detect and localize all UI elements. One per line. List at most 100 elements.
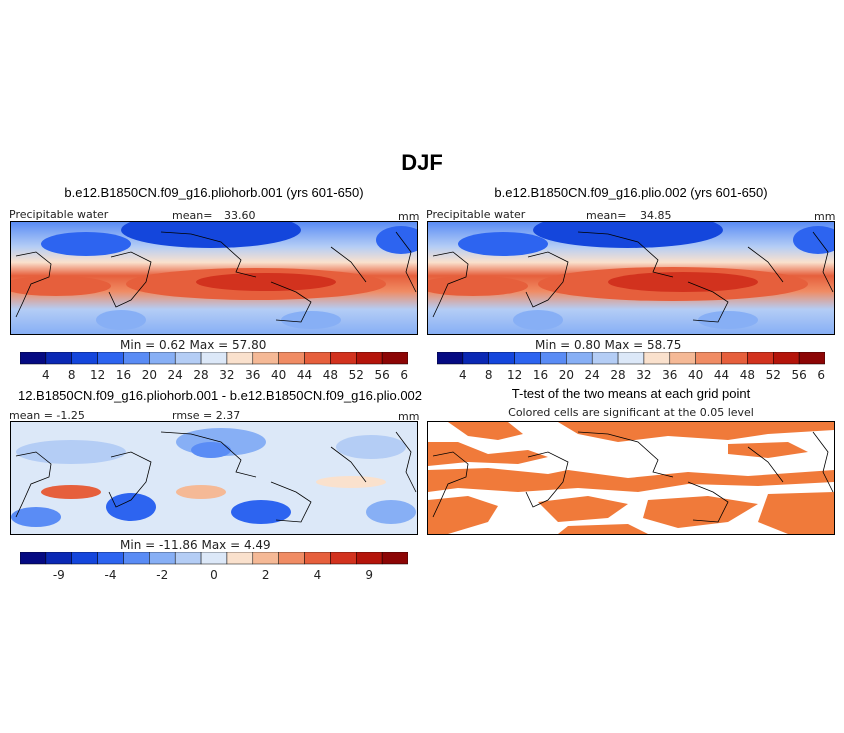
colorbar-tick-labels: 4812162024283236404448525660: [42, 368, 408, 382]
colorbar-swatch: [71, 552, 98, 565]
colorbar-tick-label: -2: [156, 568, 168, 582]
colorbar-tick-label: 2: [262, 568, 270, 582]
sahara-dry: [513, 310, 563, 330]
colorbar-tick-label: 28: [610, 368, 625, 382]
mean-value-top-right: 34.85: [640, 209, 672, 222]
colorbar-swatch: [747, 352, 774, 365]
panel-title-bottom-left: 12.B1850CN.f09_g16.pliohorb.001 - b.e12.…: [17, 388, 423, 403]
colorbar-swatch: [695, 352, 722, 365]
colorbar-tick-label: 56: [791, 368, 806, 382]
colorbar-swatch: [798, 352, 825, 365]
colorbar-swatch: [304, 352, 331, 365]
mean-label-top-left: mean=: [172, 209, 213, 222]
atlantic-itcz: [11, 276, 111, 296]
diff-region: [336, 435, 406, 459]
map-panel-bottom-left: [10, 421, 418, 535]
panel-title-top-left: b.e12.B1850CN.f09_g16.pliohorb.001 (yrs …: [64, 185, 364, 200]
colorbar-swatch: [381, 352, 408, 365]
colorbar-tick-label: 32: [219, 368, 234, 382]
colorbar-tick-label: -4: [105, 568, 117, 582]
colorbar-tick-label: 20: [559, 368, 574, 382]
colorbar-tick-label: 44: [714, 368, 729, 382]
colorbar-swatch: [591, 352, 619, 365]
colorbar-tick-label: 0: [210, 568, 218, 582]
min-max-top-left: Min = 0.62 Max = 57.80: [120, 338, 267, 352]
colorbar-swatch: [252, 552, 279, 565]
colorbar-tick-label: 36: [662, 368, 677, 382]
colorbar-tick-label: 32: [636, 368, 651, 382]
min-max-top-right: Min = 0.80 Max = 58.75: [535, 338, 682, 352]
colorbar-swatch: [381, 552, 408, 565]
colorbar-swatch: [356, 552, 383, 565]
colorbar-tick-label: 20: [142, 368, 157, 382]
colorbar-swatch: [226, 552, 254, 565]
diff-positive-region: [176, 485, 226, 499]
colorbar-swatch: [252, 352, 279, 365]
precipitable-water-map-top-right: [428, 222, 834, 334]
colorbar-swatch: [226, 352, 254, 365]
asia-dry-region: [121, 222, 301, 248]
colorbar-swatch: [773, 352, 800, 365]
colorbar-swatch: [45, 352, 72, 365]
subtitle-bottom-right: Colored cells are significant at the 0.0…: [508, 406, 754, 419]
colorbar-tick-labels: 4812162024283236404448525660: [459, 368, 825, 382]
colorbar-swatch: [123, 552, 150, 565]
colorbar-swatch: [278, 552, 305, 565]
colorbar-top-left: 4812162024283236404448525660: [20, 352, 408, 382]
significance-map: [428, 422, 834, 534]
colorbar-tick-label: 36: [245, 368, 260, 382]
diff-negative-region: [106, 493, 156, 521]
colorbar-swatch: [488, 352, 515, 365]
colorbar-swatch: [566, 352, 593, 365]
colorbar-swatch: [174, 552, 202, 565]
colorbar-tick-label: 60: [817, 368, 825, 382]
colorbar-tick-label: 8: [68, 368, 76, 382]
coastlines: [432, 431, 834, 523]
colorbar-swatch: [97, 352, 124, 365]
colorbar-top-right: 4812162024283236404448525660: [437, 352, 825, 382]
australia-dry: [698, 311, 758, 329]
coastlines: [15, 231, 417, 323]
colorbar-swatch: [304, 552, 331, 565]
colorbar-swatch: [174, 352, 202, 365]
map-panel-top-left: [10, 221, 418, 335]
colorbar-swatch: [462, 352, 489, 365]
colorbar-tick-label: 28: [193, 368, 208, 382]
colorbar-swatch: [45, 552, 72, 565]
mean-label-top-right: mean=: [586, 209, 627, 222]
colorbar-swatch: [20, 352, 47, 365]
colorbar-swatch: [200, 552, 228, 565]
colorbar-tick-label: 4: [314, 568, 322, 582]
colorbar-swatch: [330, 552, 357, 565]
colorbar-tick-label: 12: [90, 368, 105, 382]
units-bottom-left: mm: [398, 410, 420, 423]
colorbar-swatch: [149, 552, 176, 565]
colorbar-tick-label: 60: [400, 368, 408, 382]
colorbar-swatches: [437, 352, 825, 365]
coastlines: [15, 431, 417, 523]
colorbar-tick-label: 4: [42, 368, 50, 382]
colorbar-tick-label: 16: [533, 368, 548, 382]
colorbar-swatch: [20, 552, 47, 565]
diff-negative-region: [366, 500, 416, 524]
diff-region: [16, 440, 126, 464]
map-panel-bottom-right: [427, 421, 835, 535]
colorbar-tick-label: 16: [116, 368, 131, 382]
warm-pool-core: [608, 272, 758, 292]
difference-map: [11, 422, 417, 534]
colorbar-swatch: [721, 352, 748, 365]
colorbar-tick-label: 48: [740, 368, 755, 382]
colorbar-swatch: [617, 352, 645, 365]
colorbar-tick-label: 56: [374, 368, 389, 382]
map-panel-top-right: [427, 221, 835, 335]
colorbar-tick-label: 4: [459, 368, 467, 382]
colorbar-tick-label: 40: [688, 368, 703, 382]
colorbar-swatch: [200, 352, 228, 365]
colorbar-tick-labels: -9 -4 -2 0 2 4 9: [53, 568, 373, 582]
colorbar-swatch: [643, 352, 671, 365]
precipitable-water-map-top-left: [11, 222, 417, 334]
colorbar-swatch: [669, 352, 696, 365]
sahara-dry: [96, 310, 146, 330]
panel-title-top-right: b.e12.B1850CN.f09_g16.plio.002 (yrs 601-…: [494, 185, 768, 200]
colorbar-swatch: [278, 352, 305, 365]
